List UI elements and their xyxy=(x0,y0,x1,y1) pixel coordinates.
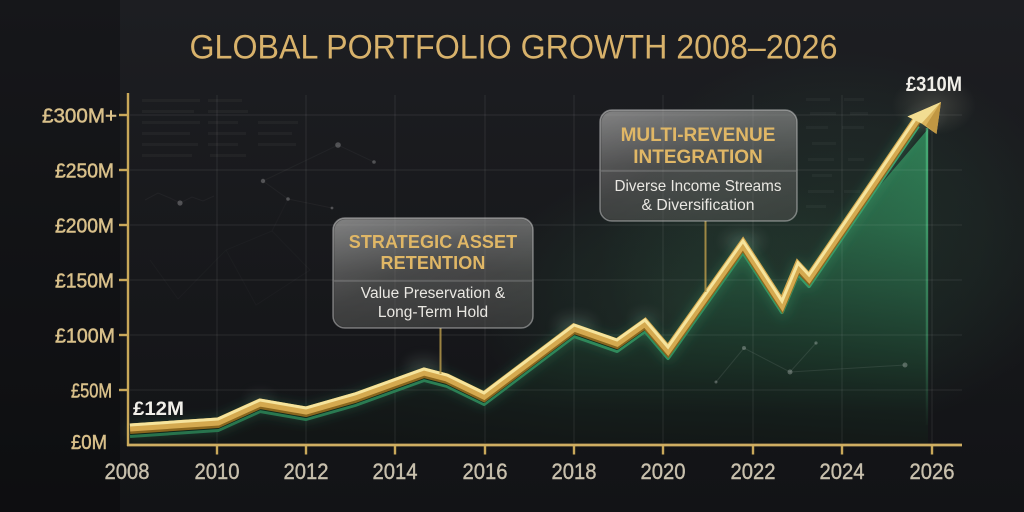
svg-text:£310M: £310M xyxy=(906,73,962,96)
svg-text:2018: 2018 xyxy=(552,459,597,484)
svg-text:& Diversification: & Diversification xyxy=(642,197,755,214)
svg-text:2008: 2008 xyxy=(105,459,150,484)
svg-text:INTEGRATION: INTEGRATION xyxy=(633,147,762,168)
svg-text:£12M: £12M xyxy=(133,398,184,420)
svg-text:2022: 2022 xyxy=(731,459,776,484)
svg-text:2020: 2020 xyxy=(641,459,686,484)
svg-text:Long-Term Hold: Long-Term Hold xyxy=(378,304,488,321)
svg-text:Value Preservation &: Value Preservation & xyxy=(361,285,506,302)
svg-text:2026: 2026 xyxy=(910,459,955,484)
svg-text:2012: 2012 xyxy=(284,459,329,484)
svg-text:Diverse Income Streams: Diverse Income Streams xyxy=(615,178,782,195)
svg-text:2014: 2014 xyxy=(373,459,418,484)
svg-text:MULTI-REVENUE: MULTI-REVENUE xyxy=(621,125,776,146)
svg-text:2010: 2010 xyxy=(195,459,240,484)
svg-text:2024: 2024 xyxy=(820,459,865,484)
svg-text:GLOBAL PORTFOLIO GROWTH 2008–2: GLOBAL PORTFOLIO GROWTH 2008–2026 xyxy=(190,29,838,67)
svg-text:STRATEGIC ASSET: STRATEGIC ASSET xyxy=(349,232,518,252)
svg-text:£300M+: £300M+ xyxy=(42,105,117,128)
svg-text:£250M: £250M xyxy=(55,160,114,183)
svg-text:£150M: £150M xyxy=(55,270,114,293)
svg-text:RETENTION: RETENTION xyxy=(381,253,486,273)
svg-text:2016: 2016 xyxy=(463,459,508,484)
svg-text:£50M: £50M xyxy=(71,380,112,403)
svg-text:£0M: £0M xyxy=(71,431,107,454)
svg-text:£100M: £100M xyxy=(55,325,115,348)
svg-text:£200M: £200M xyxy=(55,215,114,238)
